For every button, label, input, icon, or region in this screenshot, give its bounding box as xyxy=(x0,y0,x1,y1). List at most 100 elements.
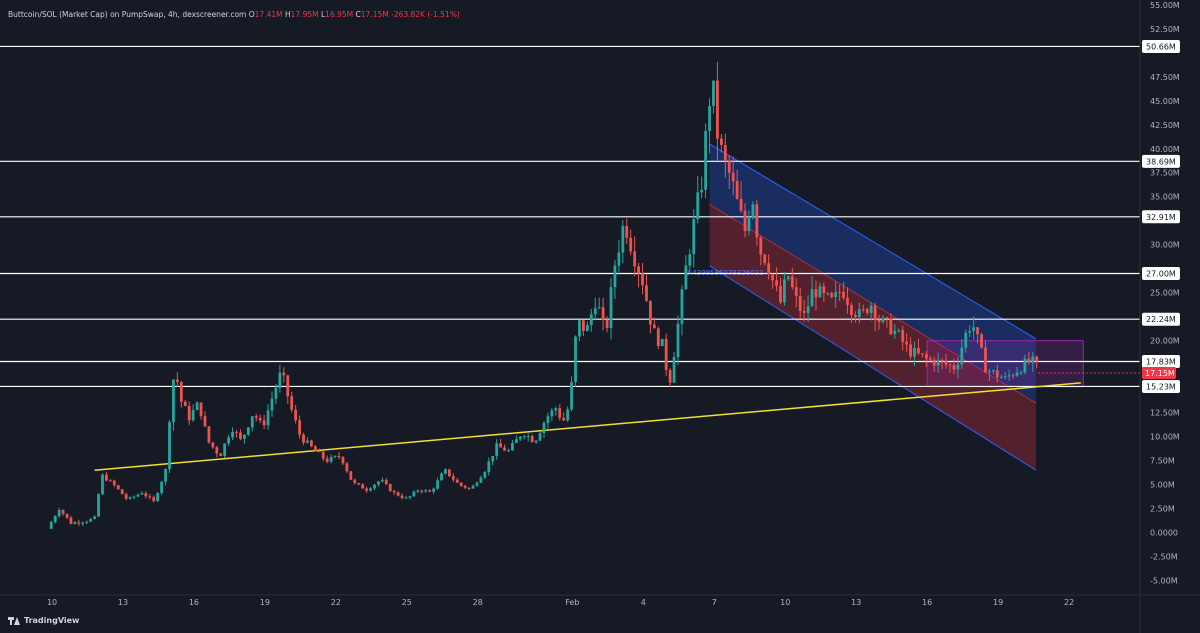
candle-body xyxy=(219,453,223,456)
candle-body xyxy=(924,354,928,359)
tradingview-logo[interactable]: TradingView xyxy=(8,616,79,625)
level-tag xyxy=(1142,312,1180,326)
candle-body xyxy=(203,416,207,427)
candle-body xyxy=(475,482,479,486)
level-label: 15.23M xyxy=(1146,382,1176,391)
candle-body xyxy=(302,434,305,443)
candle-body xyxy=(680,289,684,324)
channel-lower-line[interactable] xyxy=(709,265,1037,471)
candle-body xyxy=(179,381,183,402)
candle-body xyxy=(310,440,313,447)
candle-body xyxy=(447,469,451,477)
candle-body xyxy=(503,447,506,451)
candle-body xyxy=(49,522,53,529)
candle-body xyxy=(507,450,510,452)
candle-body xyxy=(168,422,171,470)
x-axis[interactable]: 10 13 16 19 22 25 28 Feb 4 7 10 13 16 19 22 xyxy=(0,594,1200,607)
candle-body xyxy=(968,331,972,333)
candle-body xyxy=(940,359,944,362)
candle-body xyxy=(108,480,112,482)
candle-body xyxy=(101,474,104,495)
candle-body xyxy=(712,80,715,106)
y-tick-label: 47.50M xyxy=(1150,73,1180,82)
channel-upper-line[interactable] xyxy=(709,143,1037,340)
candle-body xyxy=(384,480,388,485)
candle-body xyxy=(905,341,909,345)
candle-body xyxy=(936,359,940,366)
candle-body xyxy=(274,387,278,399)
x-tick-label: 25 xyxy=(402,598,412,607)
candle-body xyxy=(518,436,522,440)
horizontal-levels[interactable]: 50.66M 38.69M 32.91M 27.00M 22.24M 17.83M 15.2… xyxy=(0,39,1180,393)
y-tick-label: 30.00M xyxy=(1150,241,1180,250)
candle-body xyxy=(388,484,392,492)
candle-body xyxy=(806,306,810,313)
y-tick-label: 7.50M xyxy=(1150,457,1175,466)
candle-body xyxy=(810,289,814,307)
price-tags: 17.15M xyxy=(1038,367,1176,380)
candle-body xyxy=(412,491,416,497)
candle-body xyxy=(932,359,936,366)
current-price-label: 17.15M xyxy=(1145,369,1175,378)
candle-body xyxy=(589,314,593,326)
candle-body xyxy=(999,377,1003,379)
trendline-group[interactable] xyxy=(94,382,1081,471)
candle-body xyxy=(380,480,384,482)
candle-body xyxy=(432,488,436,492)
candle-body xyxy=(290,396,294,410)
candle-body xyxy=(609,287,613,328)
y-axis[interactable]: 55.00M 52.50M 47.50M 45.00M 42.50M 40.00M 37.5… xyxy=(1139,0,1180,633)
y-tick-label: 12.50M xyxy=(1150,409,1180,418)
candle-body xyxy=(172,379,175,423)
x-tick-label: 16 xyxy=(189,598,199,607)
candle-body xyxy=(842,291,845,298)
candle-body xyxy=(716,80,719,139)
x-tick-label: 28 xyxy=(473,598,483,607)
x-tick-label: 4 xyxy=(641,598,646,607)
symbol-legend[interactable]: Buttcoin/SOL (Market Cap) on PumpSwap, 4… xyxy=(8,10,460,19)
candle-body xyxy=(751,204,755,217)
candle-body xyxy=(613,265,617,288)
candle-body xyxy=(621,225,625,253)
channel-mid-line[interactable] xyxy=(709,203,1037,404)
candle-body xyxy=(692,219,696,255)
channel-annotation: 0.4399586079326022 xyxy=(686,269,764,277)
candle-body xyxy=(1003,376,1007,378)
candle-body xyxy=(361,484,365,489)
candle-body xyxy=(668,369,672,383)
candle-body xyxy=(991,370,995,372)
candle-body xyxy=(767,263,771,275)
candle-body xyxy=(850,305,853,315)
candle-body xyxy=(633,251,637,267)
range-box-rect[interactable] xyxy=(926,340,1084,388)
candle-body xyxy=(140,493,144,495)
candle-body xyxy=(743,210,747,231)
candle-body xyxy=(317,450,321,452)
candle-body xyxy=(542,422,546,434)
candle-body xyxy=(207,426,211,443)
trendline[interactable] xyxy=(94,382,1081,471)
candle-body xyxy=(790,276,794,288)
candle-body xyxy=(436,480,439,489)
candle-body xyxy=(511,442,514,451)
range-box[interactable] xyxy=(926,340,1084,388)
candle-body xyxy=(873,305,877,320)
candle-body xyxy=(65,513,69,518)
candle-body xyxy=(869,305,873,314)
candle-body xyxy=(948,364,952,366)
level-tag xyxy=(1142,379,1180,393)
level-tag xyxy=(1142,355,1180,369)
candle-body xyxy=(578,320,581,337)
candle-body xyxy=(562,417,566,421)
candle-body xyxy=(786,276,790,280)
change-value: -263.82K (-1.51%) xyxy=(391,10,460,19)
candle-body xyxy=(684,265,688,290)
candle-body xyxy=(373,484,376,489)
x-tick-label: 22 xyxy=(331,598,341,607)
candle-body xyxy=(538,433,542,441)
candle-body xyxy=(499,443,503,448)
candle-body xyxy=(617,252,621,266)
y-tick-label: 52.50M xyxy=(1150,25,1180,34)
candle-body xyxy=(814,289,818,298)
